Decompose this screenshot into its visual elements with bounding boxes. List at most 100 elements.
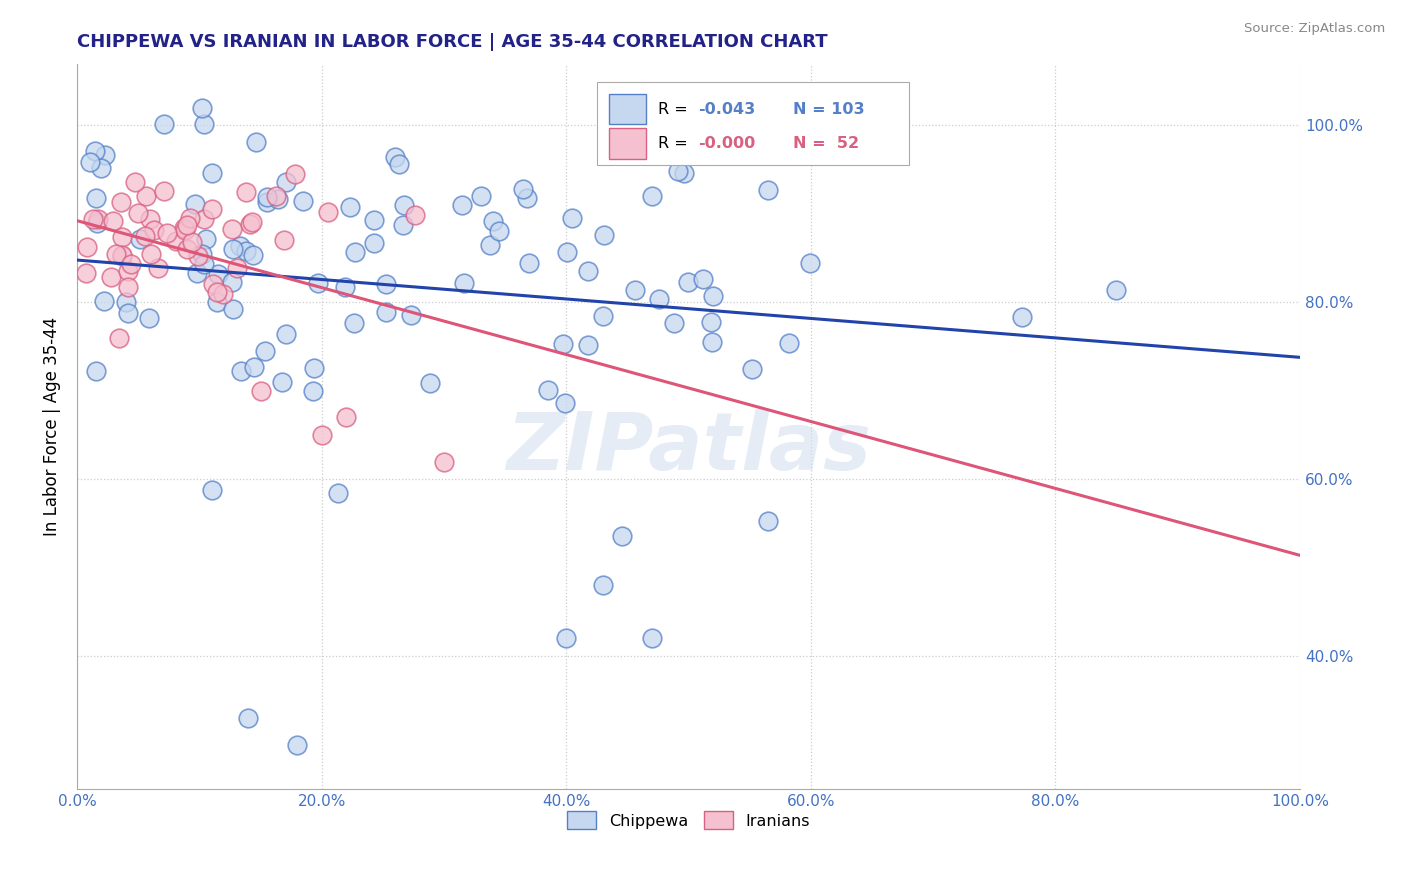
Point [672, 166, 695, 180]
Point [153, 117, 176, 131]
Point [76, 240, 98, 254]
Point [156, 227, 179, 241]
Point [388, 157, 411, 171]
Point [207, 268, 229, 282]
Point [561, 211, 583, 225]
Point [111, 248, 134, 262]
Point [111, 249, 134, 263]
Point [274, 326, 297, 341]
Point [537, 383, 560, 397]
Point [79, 154, 101, 169]
Point [225, 261, 247, 276]
Point [117, 305, 139, 319]
Point [512, 182, 534, 196]
Point [576, 264, 599, 278]
Point [374, 277, 396, 291]
Point [451, 198, 474, 212]
Point [101, 213, 124, 227]
Legend: Chippewa, Iranians: Chippewa, Iranians [561, 805, 817, 835]
Point [205, 294, 228, 309]
Point [239, 217, 262, 231]
Point [264, 189, 287, 203]
Point [82, 211, 104, 226]
Point [86, 191, 108, 205]
Point [692, 272, 714, 286]
Point [90, 161, 112, 175]
Point [399, 308, 422, 322]
Point [756, 183, 779, 197]
Point [344, 244, 367, 259]
Point [624, 283, 647, 297]
Point [610, 529, 633, 543]
Point [333, 279, 356, 293]
Text: -0.043: -0.043 [699, 102, 755, 117]
Point [222, 242, 245, 256]
Point [343, 317, 366, 331]
Point [488, 224, 510, 238]
Point [229, 239, 252, 253]
FancyBboxPatch shape [596, 82, 908, 165]
Point [419, 376, 441, 391]
Point [184, 196, 207, 211]
Point [778, 336, 800, 351]
Point [153, 184, 176, 198]
Point [384, 150, 406, 164]
Point [1105, 283, 1128, 297]
Point [104, 247, 127, 261]
Point [641, 188, 664, 202]
Point [754, 101, 776, 115]
Point [221, 222, 243, 236]
Point [191, 101, 214, 115]
Point [201, 483, 224, 497]
Point [141, 247, 163, 261]
Bar [609, 128, 645, 159]
Point [335, 410, 357, 425]
Point [555, 632, 578, 646]
Point [266, 192, 288, 206]
Point [235, 244, 257, 258]
Point [100, 269, 122, 284]
Point [94, 148, 117, 162]
Point [120, 257, 142, 271]
Point [221, 275, 243, 289]
Point [176, 218, 198, 232]
Point [592, 309, 614, 323]
Point [554, 396, 576, 410]
Text: ZIPatlas: ZIPatlas [506, 409, 872, 487]
Point [374, 305, 396, 319]
Point [229, 364, 252, 378]
Y-axis label: In Labor Force | Age 35-44: In Labor Force | Age 35-44 [44, 317, 60, 536]
Point [700, 334, 723, 349]
Point [470, 189, 492, 203]
Point [678, 276, 700, 290]
Point [756, 514, 779, 528]
Point [311, 428, 333, 442]
Point [392, 198, 415, 212]
Point [433, 454, 456, 468]
Point [648, 292, 671, 306]
Point [75, 266, 97, 280]
Point [201, 166, 224, 180]
Point [392, 218, 415, 232]
Point [702, 288, 724, 302]
Point [193, 212, 215, 227]
Point [107, 331, 129, 345]
Point [256, 190, 278, 204]
Point [285, 738, 308, 752]
Point [138, 310, 160, 325]
Point [242, 247, 264, 261]
Text: N = 103: N = 103 [793, 102, 865, 117]
Point [84, 364, 107, 378]
Point [339, 201, 361, 215]
Point [134, 228, 156, 243]
Point [273, 233, 295, 247]
Point [662, 316, 685, 330]
Point [201, 202, 224, 217]
Point [479, 237, 502, 252]
Bar [609, 94, 645, 125]
Point [127, 206, 149, 220]
Point [165, 234, 187, 248]
Point [249, 384, 271, 398]
Point [176, 242, 198, 256]
Point [111, 230, 134, 244]
